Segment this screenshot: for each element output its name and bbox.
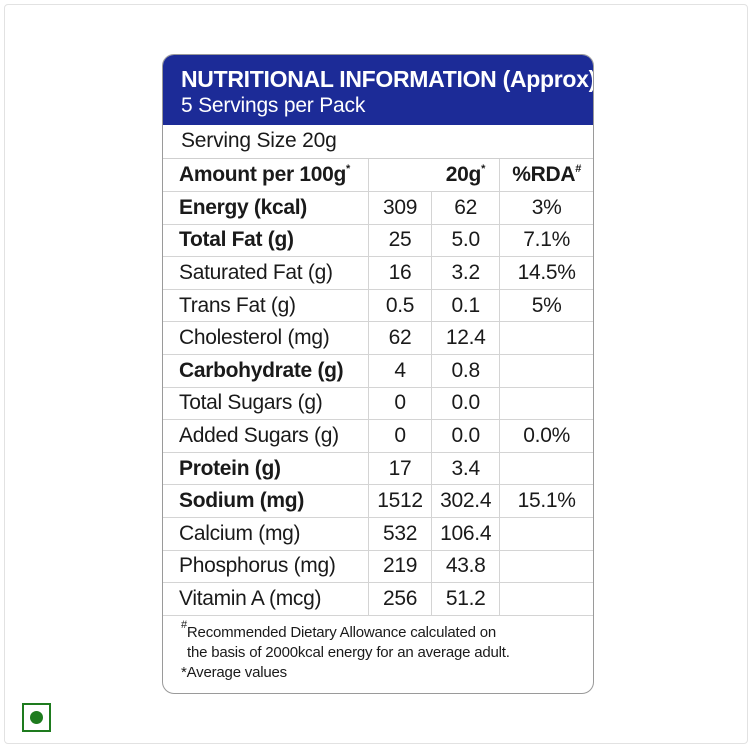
rda-value: 15.1% <box>499 484 593 519</box>
per-100g-value: 256 <box>368 582 433 616</box>
per-serving-value: 43.8 <box>431 550 501 584</box>
nutrition-table: Amount per 100g* 20g* %RDA# Energy (kcal… <box>163 159 593 616</box>
per-serving-value: 0.1 <box>431 289 501 323</box>
per-serving-value: 3.2 <box>431 256 501 290</box>
per-serving-value: 0.0 <box>431 387 501 421</box>
per-serving-value: 62 <box>431 191 501 225</box>
table-row: Energy (kcal) 309 62 3% <box>163 191 593 225</box>
rda-value: 5% <box>499 289 593 323</box>
nutrient-name: Cholesterol (mg) <box>163 321 369 356</box>
nutrient-name: Energy (kcal) <box>163 191 369 225</box>
nutrient-name: Saturated Fat (g) <box>163 256 369 290</box>
table-row: Carbohydrate (g) 4 0.8 <box>163 354 593 388</box>
per-serving-value: 51.2 <box>431 582 501 616</box>
nutrient-name: Carbohydrate (g) <box>163 354 369 388</box>
nutrient-name: Sodium (mg) <box>163 484 369 519</box>
footnote-rda-cont: the basis of 2000kcal energy for an aver… <box>187 643 510 661</box>
table-row: Trans Fat (g) 0.5 0.1 5% <box>163 289 593 323</box>
per-serving-value: 3.4 <box>431 452 501 486</box>
label-header: NUTRITIONAL INFORMATION (Approx) 5 Servi… <box>163 55 593 125</box>
veg-symbol-icon <box>22 703 51 732</box>
table-row: Vitamin A (mcg) 256 51.2 <box>163 582 593 616</box>
nutrient-name: Vitamin A (mcg) <box>163 582 369 616</box>
per-serving-value: 5.0 <box>431 224 501 258</box>
nutrient-name: Trans Fat (g) <box>163 289 369 323</box>
per-serving-value: 302.4 <box>431 484 501 519</box>
per-100g-value: 532 <box>368 517 433 551</box>
per-100g-value: 0.5 <box>368 289 433 323</box>
serving-size: Serving Size 20g <box>163 125 593 159</box>
per-serving-value: 12.4 <box>431 321 501 356</box>
nutrient-name: Calcium (mg) <box>163 517 369 551</box>
per-serving-value: 0.8 <box>431 354 501 388</box>
rda-value: 14.5% <box>499 256 593 290</box>
header-amount: Amount per 100g* <box>163 159 369 193</box>
footnote: #Recommended Dietary Allowance calculate… <box>163 616 593 683</box>
per-100g-value: 0 <box>368 387 433 421</box>
table-row: Added Sugars (g) 0 0.0 0.0% <box>163 419 593 453</box>
label-subtitle: 5 Servings per Pack <box>181 94 366 117</box>
per-100g-value: 0 <box>368 419 433 453</box>
table-row: Sodium (mg) 1512 302.4 15.1% <box>163 484 593 519</box>
nutrition-label: NUTRITIONAL INFORMATION (Approx) 5 Servi… <box>162 54 594 694</box>
per-100g-value: 17 <box>368 452 433 486</box>
header-blank <box>368 159 432 193</box>
per-serving-value: 106.4 <box>431 517 501 551</box>
per-100g-value: 16 <box>368 256 433 290</box>
nutrient-name: Phosphorus (mg) <box>163 550 369 584</box>
header-rda: %RDA# <box>499 159 593 193</box>
table-row: Protein (g) 17 3.4 <box>163 452 593 486</box>
table-row: Phosphorus (mg) 219 43.8 <box>163 550 593 584</box>
nutrient-name: Total Sugars (g) <box>163 387 369 421</box>
rda-value <box>499 452 593 486</box>
nutrient-name: Added Sugars (g) <box>163 419 369 453</box>
footnote-rda: #Recommended Dietary Allowance calculate… <box>181 618 496 641</box>
nutrient-name: Total Fat (g) <box>163 224 369 258</box>
veg-dot <box>30 711 43 724</box>
per-100g-value: 219 <box>368 550 433 584</box>
table-row: Saturated Fat (g) 16 3.2 14.5% <box>163 256 593 290</box>
per-100g-value: 309 <box>368 191 433 225</box>
footnote-average: *Average values <box>181 663 287 681</box>
rda-value: 7.1% <box>499 224 593 258</box>
rda-value: 0.0% <box>499 419 593 453</box>
rda-value <box>499 550 593 584</box>
table-row: Cholesterol (mg) 62 12.4 <box>163 321 593 356</box>
per-100g-value: 62 <box>368 321 433 356</box>
rda-value <box>499 354 593 388</box>
header-serving: 20g* <box>431 159 501 193</box>
rda-value <box>499 582 593 616</box>
rda-value <box>499 321 593 356</box>
label-title: NUTRITIONAL INFORMATION (Approx) <box>181 66 594 92</box>
nutrient-name: Protein (g) <box>163 452 369 486</box>
per-100g-value: 1512 <box>368 484 433 519</box>
table-row: Total Sugars (g) 0 0.0 <box>163 387 593 421</box>
per-serving-value: 0.0 <box>431 419 501 453</box>
table-row: Calcium (mg) 532 106.4 <box>163 517 593 551</box>
rda-value <box>499 517 593 551</box>
rda-value <box>499 387 593 421</box>
per-100g-value: 4 <box>368 354 433 388</box>
per-100g-value: 25 <box>368 224 433 258</box>
rda-value: 3% <box>499 191 593 225</box>
table-header-row: Amount per 100g* 20g* %RDA# <box>163 159 593 193</box>
table-row: Total Fat (g) 25 5.0 7.1% <box>163 224 593 258</box>
